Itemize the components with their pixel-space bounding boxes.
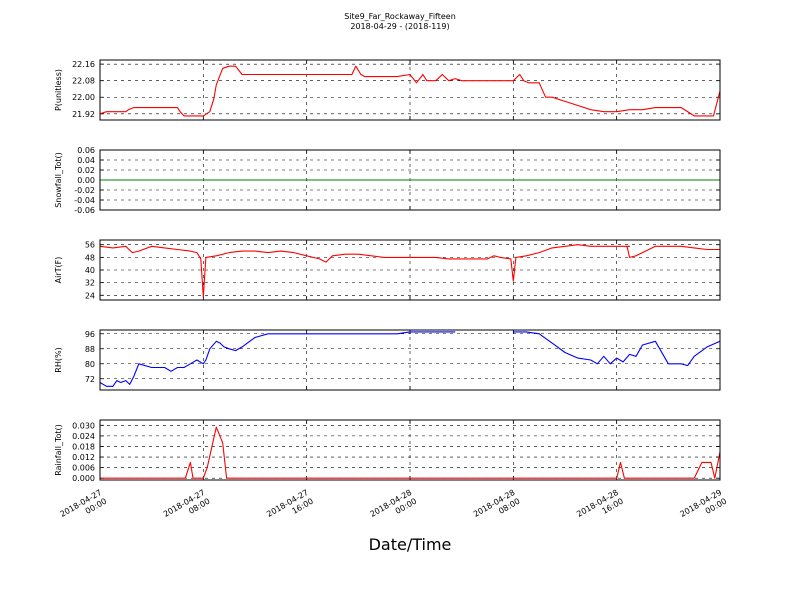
y-tick-label: 96 [85, 330, 95, 339]
plot-frame [99, 149, 721, 211]
y-tick-label: 0.006 [72, 464, 95, 473]
y-tick-label: -0.04 [74, 196, 95, 205]
y-axis-label: RH(%) [54, 347, 63, 372]
y-axis-label: Rainfall_Tot() [54, 424, 63, 476]
y-axis-label: P(unitless) [54, 69, 63, 111]
y-tick-label: 0.06 [77, 146, 95, 155]
panel-2: 56 48 40 32 24 AirT(F) [54, 239, 721, 301]
y-tick-label: 0.000 [72, 474, 95, 483]
y-tick-label: 0.018 [72, 442, 95, 451]
y-tick-label: 22.16 [72, 60, 95, 69]
y-tick-label: 40 [85, 266, 95, 275]
y-tick-label: 22.08 [72, 77, 95, 86]
series-line-0 [99, 65, 721, 117]
panel-3: 96 88 80 72 RH(%) [54, 329, 721, 391]
series-line-2 [99, 244, 720, 298]
y-tick-label: 0.04 [77, 156, 95, 165]
y-tick-label: 72 [85, 375, 95, 384]
x-axis-label: Date/Time [369, 535, 452, 554]
y-tick-label: 24 [85, 291, 95, 300]
y-tick-label: 48 [85, 253, 95, 262]
series-line-3 [99, 331, 456, 387]
panel-1: 0.060.040.020.00-0.02-0.04-0.06 Snowfall_… [54, 146, 721, 215]
plot-frame [99, 59, 721, 121]
y-tick-label: 0.02 [77, 166, 95, 175]
y-tick-label: -0.06 [74, 206, 95, 215]
chart-title: Site9_Far_Rockaway_Fifteen [344, 12, 456, 21]
y-tick-label: 56 [85, 241, 95, 250]
plot-frame [99, 329, 721, 391]
y-tick-label: 0.012 [72, 453, 95, 462]
y-tick-label: 0.024 [72, 432, 95, 441]
y-tick-label: 0.00 [77, 176, 95, 185]
panels: 22.1622.0822.0021.92P(unitless)0.060.040… [54, 59, 721, 483]
y-axis-label: Snowfall_Tot() [54, 152, 63, 208]
y-axis-label: AirT(F) [54, 257, 63, 284]
y-tick-label: 21.92 [72, 110, 95, 119]
panel-0: 22.16 22.08 22.00 21.92 P(unitless) [54, 59, 721, 121]
y-tick-label: 22.00 [72, 93, 95, 102]
plot-frame [99, 419, 721, 481]
y-tick-label: 0.030 [72, 421, 95, 430]
y-tick-label: 80 [85, 360, 95, 369]
series-line-4 [100, 426, 721, 479]
y-tick-label: 88 [85, 345, 95, 354]
chart-subtitle: 2018-04-29 - (2018-119) [350, 22, 449, 31]
series-line-3-b [513, 331, 721, 367]
y-tick-label: -0.02 [74, 186, 95, 195]
plot-frame [99, 239, 721, 301]
y-tick-label: 32 [85, 279, 95, 288]
